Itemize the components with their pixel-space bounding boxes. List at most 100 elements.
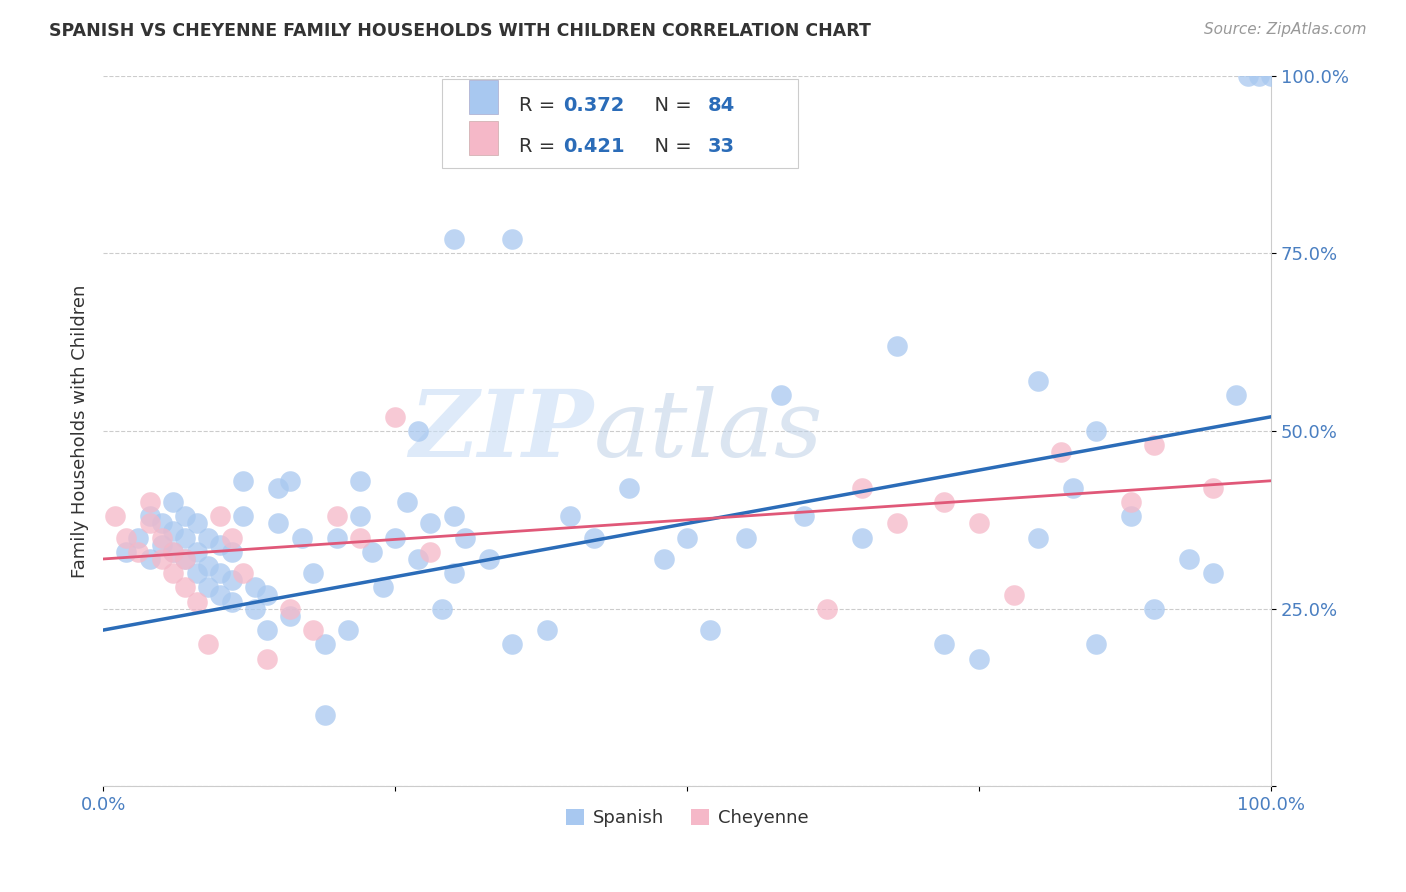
Text: ZIP: ZIP <box>409 386 593 476</box>
Point <box>652 552 675 566</box>
Point <box>430 601 453 615</box>
Point <box>139 509 162 524</box>
Point <box>173 531 195 545</box>
Point <box>162 545 184 559</box>
Point <box>221 574 243 588</box>
Point <box>1026 531 1049 545</box>
Point <box>1119 509 1142 524</box>
Point <box>1202 481 1225 495</box>
Text: N =: N = <box>641 136 697 156</box>
Point <box>127 531 149 545</box>
Y-axis label: Family Households with Children: Family Households with Children <box>72 285 89 578</box>
Point <box>162 545 184 559</box>
Point <box>197 637 219 651</box>
Point <box>617 481 640 495</box>
Point <box>349 531 371 545</box>
Point <box>1178 552 1201 566</box>
Point <box>1084 424 1107 438</box>
Point <box>208 566 231 581</box>
Point <box>104 509 127 524</box>
Point <box>1143 601 1166 615</box>
Text: 0.372: 0.372 <box>564 96 624 115</box>
Point <box>349 474 371 488</box>
Point <box>1143 438 1166 452</box>
Point <box>208 509 231 524</box>
Point <box>582 531 605 545</box>
Point <box>384 531 406 545</box>
Point <box>278 601 301 615</box>
Point <box>560 509 582 524</box>
Point <box>501 637 523 651</box>
Point <box>408 552 430 566</box>
Point <box>536 623 558 637</box>
Point <box>232 474 254 488</box>
Point <box>1119 495 1142 509</box>
Point <box>419 516 441 531</box>
Point <box>173 552 195 566</box>
FancyBboxPatch shape <box>441 79 799 168</box>
Point <box>373 581 395 595</box>
Point <box>477 552 499 566</box>
Point <box>186 545 208 559</box>
FancyBboxPatch shape <box>468 120 498 155</box>
Point <box>115 531 138 545</box>
Point <box>454 531 477 545</box>
Point <box>419 545 441 559</box>
Point <box>1260 69 1282 83</box>
Point <box>208 538 231 552</box>
Point <box>1084 637 1107 651</box>
FancyBboxPatch shape <box>468 80 498 114</box>
Point <box>232 509 254 524</box>
Text: 0.421: 0.421 <box>564 136 624 156</box>
Point <box>221 545 243 559</box>
Point <box>699 623 721 637</box>
Point <box>162 524 184 538</box>
Point <box>967 516 990 531</box>
Point <box>1062 481 1084 495</box>
Point <box>967 651 990 665</box>
Point <box>408 424 430 438</box>
Point <box>769 388 792 402</box>
Point <box>1026 374 1049 388</box>
Point <box>221 531 243 545</box>
Point <box>1050 445 1073 459</box>
Point <box>886 516 908 531</box>
Point <box>186 566 208 581</box>
Text: 33: 33 <box>709 136 735 156</box>
Point <box>173 552 195 566</box>
Text: N =: N = <box>641 96 697 115</box>
Point <box>150 516 173 531</box>
Point <box>932 637 955 651</box>
Point <box>325 531 347 545</box>
Point <box>886 339 908 353</box>
Point <box>278 608 301 623</box>
Point <box>815 601 838 615</box>
Point <box>150 552 173 566</box>
Point <box>1225 388 1247 402</box>
Point <box>208 588 231 602</box>
Point <box>278 474 301 488</box>
Point <box>291 531 314 545</box>
Point <box>314 637 336 651</box>
Point <box>1002 588 1025 602</box>
Point <box>443 566 465 581</box>
Point <box>360 545 382 559</box>
Point <box>197 559 219 574</box>
Point <box>267 481 290 495</box>
Point <box>395 495 418 509</box>
Point <box>851 481 873 495</box>
Point <box>173 581 195 595</box>
Point <box>232 566 254 581</box>
Point <box>173 509 195 524</box>
Text: 84: 84 <box>709 96 735 115</box>
Point <box>1236 69 1258 83</box>
Point <box>150 538 173 552</box>
Point <box>256 623 278 637</box>
Point <box>676 531 699 545</box>
Point <box>243 601 266 615</box>
Point <box>314 708 336 723</box>
Point <box>267 516 290 531</box>
Point <box>337 623 360 637</box>
Point <box>443 509 465 524</box>
Point <box>501 232 523 246</box>
